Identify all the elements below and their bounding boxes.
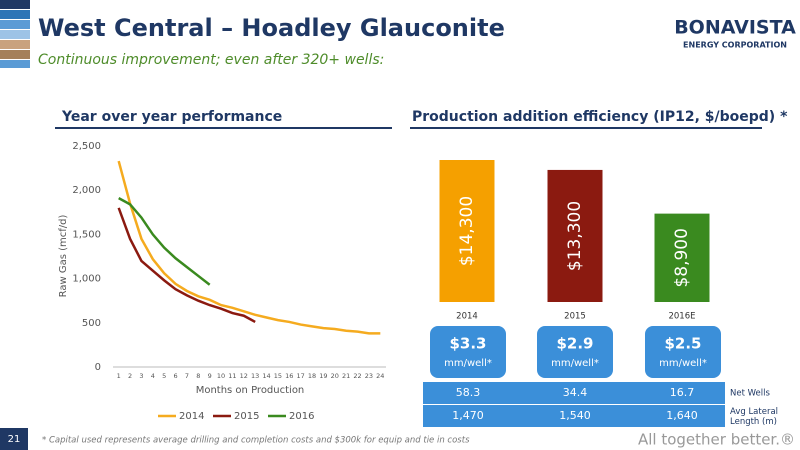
- y-tick-label: 0: [95, 362, 101, 373]
- tagline: All together better.®: [638, 431, 795, 449]
- legend-label: 2014: [179, 411, 204, 422]
- x-tick-label: 6: [173, 372, 177, 380]
- slide-subtitle: Continuous improvement; even after 320+ …: [38, 52, 384, 68]
- series-line: [117, 207, 256, 324]
- x-tick-label: 1: [117, 372, 121, 380]
- table-cell: 1,640: [666, 409, 698, 422]
- table-cell: 1,540: [559, 409, 591, 422]
- table-cell: 34.4: [563, 386, 588, 399]
- table-cell: 16.7: [670, 386, 695, 399]
- x-tick-label: 8: [196, 372, 200, 380]
- x-tick-label: 19: [319, 372, 327, 380]
- x-tick-label: 16: [285, 372, 293, 380]
- header-stripes: [0, 0, 30, 68]
- x-axis-label: Months on Production: [196, 385, 305, 396]
- x-tick-label: 17: [297, 372, 305, 380]
- metric-unit: mm/well*: [551, 358, 599, 369]
- x-tick-label: 23: [365, 372, 373, 380]
- bar: [439, 160, 495, 302]
- table-row: [423, 405, 725, 427]
- y-axis-label: Raw Gas (mcf/d): [58, 215, 69, 298]
- row-label-line: Length (m): [730, 417, 777, 427]
- metric-box: [430, 326, 506, 378]
- table-row-label: Net Wells: [730, 389, 770, 399]
- table-row-label: Avg Lateral Length (m): [730, 407, 778, 427]
- x-tick-label: 11: [228, 372, 236, 380]
- x-tick-label: 4: [151, 372, 155, 380]
- x-tick-label: 22: [353, 372, 361, 380]
- metric-value: $2.5: [664, 335, 701, 353]
- metric-value: $2.9: [556, 335, 593, 353]
- x-tick-label: 5: [162, 372, 166, 380]
- series-line: [118, 197, 211, 286]
- y-tick-label: 2,500: [72, 141, 101, 152]
- x-tick-label: 3: [139, 372, 143, 380]
- x-tick-label: 9: [208, 372, 212, 380]
- legend-label: 2015: [234, 411, 259, 422]
- bar: [547, 169, 603, 302]
- x-tick-label: 2016E: [668, 312, 695, 322]
- series-line: [117, 160, 381, 335]
- section-heading: Production addition efficiency (IP12, $/…: [412, 109, 788, 125]
- page-number: 21: [8, 434, 21, 445]
- page-number-box: [0, 428, 28, 450]
- metric-value: $3.3: [449, 335, 486, 353]
- x-tick-label: 21: [342, 372, 350, 380]
- x-tick-label: 20: [331, 372, 339, 380]
- x-tick-label: 2: [128, 372, 132, 380]
- logo-sub: ENERGY CORPORATION: [683, 41, 787, 50]
- row-label-line: Avg Lateral: [730, 407, 778, 417]
- x-tick-label: 10: [217, 372, 225, 380]
- metric-unit: mm/well*: [444, 358, 492, 369]
- footnote: * Capital used represents average drilli…: [42, 436, 470, 446]
- metric-box: [645, 326, 721, 378]
- table-row: [423, 382, 725, 404]
- metric-unit: mm/well*: [659, 358, 707, 369]
- slide-title: West Central – Hoadley Glauconite: [38, 14, 505, 42]
- y-tick-label: 2,000: [72, 185, 101, 196]
- bar-value-label: $14,300: [457, 196, 477, 266]
- legend-label: 2016: [289, 411, 314, 422]
- y-tick-label: 500: [82, 318, 101, 329]
- x-tick-label: 2014: [456, 312, 478, 322]
- y-tick-label: 1,500: [72, 229, 101, 240]
- x-tick-label: 12: [240, 372, 248, 380]
- metric-box: [537, 326, 613, 378]
- table-cell: 58.3: [456, 386, 481, 399]
- bar-value-label: $8,900: [672, 228, 692, 287]
- section-heading: Year over year performance: [61, 109, 282, 125]
- table-cell: 1,470: [452, 409, 484, 422]
- x-tick-label: 13: [251, 372, 259, 380]
- logo: BONAVISTA: [674, 17, 796, 39]
- x-tick-label: 7: [185, 372, 189, 380]
- x-tick-label: 2015: [564, 312, 586, 322]
- y-tick-label: 1,000: [72, 274, 101, 285]
- x-tick-label: 15: [274, 372, 282, 380]
- x-tick-label: 24: [376, 372, 384, 380]
- x-tick-label: 14: [262, 372, 270, 380]
- bar-value-label: $13,300: [565, 201, 585, 271]
- x-tick-label: 18: [308, 372, 316, 380]
- bar: [654, 213, 710, 302]
